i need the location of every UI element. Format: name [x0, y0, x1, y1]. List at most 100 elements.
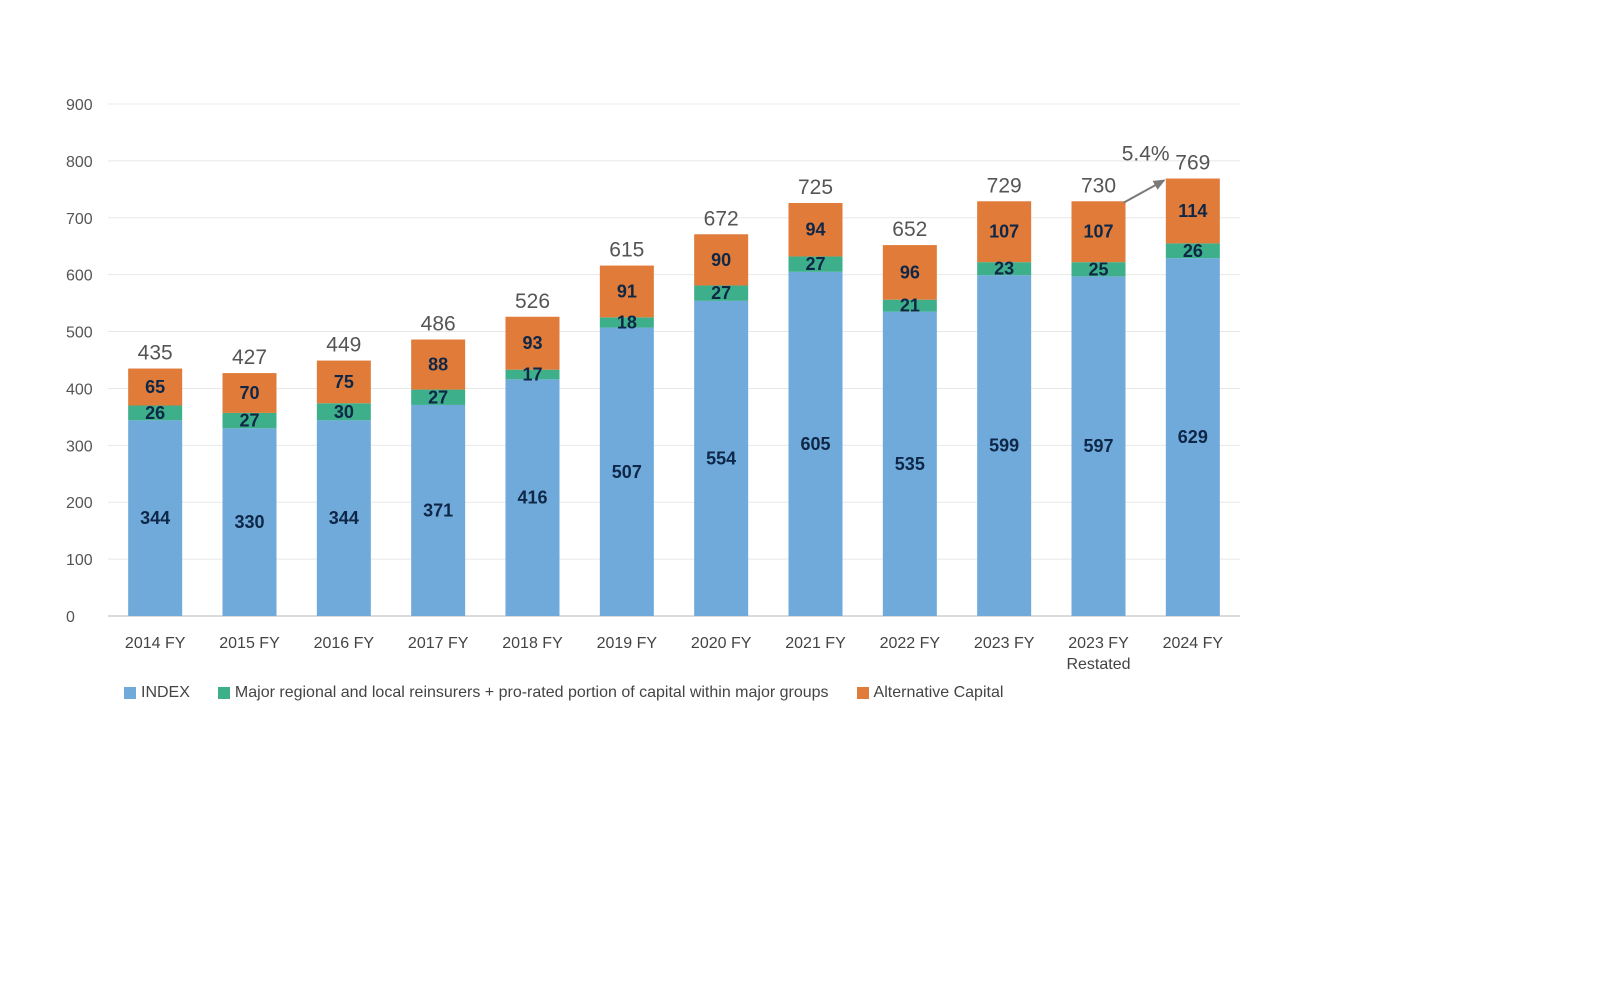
- segment-value-label: 114: [1178, 201, 1207, 221]
- y-tick-label: 900: [66, 97, 93, 114]
- legend: INDEX Major regional and local reinsurer…: [124, 684, 1031, 702]
- legend-label-alternative: Alternative Capital: [873, 684, 1004, 701]
- segment-value-label: 27: [805, 254, 825, 274]
- x-category-label: 2020 FY: [691, 635, 752, 652]
- legend-swatch-index: [124, 687, 136, 699]
- bar-segment-regional: [222, 412, 277, 429]
- segment-value-label: 27: [239, 411, 259, 431]
- segment-value-label: 93: [522, 333, 542, 353]
- x-category-label: Restated: [1066, 656, 1130, 673]
- x-category-label: 2018 FY: [502, 635, 563, 652]
- bar-segment-index: [316, 420, 371, 616]
- segment-value-label: 107: [989, 222, 1019, 242]
- y-axis: 0 100 200 300 400 500 600 700 800 900: [66, 97, 93, 626]
- bar-segment-alternative: [694, 234, 749, 286]
- bar-segment-alternative: [222, 373, 277, 413]
- segment-value-label: 88: [428, 355, 448, 375]
- y-tick-label: 600: [66, 268, 93, 285]
- segment-value-label: 26: [145, 403, 165, 423]
- bar-segment-alternative: [882, 245, 937, 300]
- segment-value-label: 605: [800, 434, 830, 454]
- bar-segment-index: [1071, 276, 1126, 616]
- bar-segment-regional: [694, 285, 749, 301]
- bar-segment-index: [1165, 258, 1220, 616]
- legend-swatch-alternative: [856, 687, 869, 699]
- segment-value-label: 535: [895, 454, 925, 474]
- bar-segment-alternative: [505, 316, 560, 370]
- segment-value-label: 75: [334, 372, 354, 392]
- segment-value-label: 65: [145, 377, 165, 397]
- bar-segment-index: [599, 327, 654, 616]
- bar-segment-alternative: [977, 201, 1032, 263]
- y-tick-label: 200: [66, 495, 93, 512]
- segment-value-label: 371: [423, 500, 453, 520]
- bar-segment-alternative: [411, 339, 466, 390]
- x-category-label: 2016 FY: [314, 635, 375, 652]
- segment-value-label: 599: [989, 436, 1019, 456]
- segment-value-label: 507: [612, 462, 642, 482]
- bar-segment-regional: [411, 389, 466, 405]
- y-tick-label: 400: [66, 381, 93, 398]
- bar-segment-regional: [128, 405, 183, 421]
- segment-value-label: 23: [994, 259, 1014, 279]
- bar-total-label: 526: [515, 290, 550, 313]
- segment-value-label: 18: [617, 312, 637, 332]
- annotations: 5.4%: [1122, 143, 1170, 204]
- bar-segment-regional: [1071, 262, 1126, 277]
- segment-value-label: 17: [522, 365, 542, 385]
- segment-value-label: 107: [1083, 222, 1113, 242]
- bar-segment-alternative: [1071, 201, 1126, 263]
- gridlines: [108, 103, 1240, 617]
- segment-value-label: 25: [1088, 259, 1108, 279]
- legend-swatch-regional: [217, 687, 230, 699]
- segment-value-label: 30: [334, 402, 354, 422]
- legend-label-index: INDEX: [141, 684, 190, 701]
- x-category-label: 2015 FY: [219, 635, 280, 652]
- bar-segment-index: [882, 311, 937, 616]
- x-category-label: 2019 FY: [597, 635, 658, 652]
- y-tick-label: 300: [66, 438, 93, 455]
- legend-item-index: INDEX: [124, 684, 190, 702]
- bar-segment-index: [505, 379, 560, 616]
- segment-value-label: 70: [239, 383, 259, 403]
- x-axis: 2014 FY 2015 FY 2016 FY 2017 FY 2018 FY 2019 …: [125, 635, 1223, 673]
- y-tick-label: 500: [66, 325, 93, 342]
- segment-value-label: 26: [1183, 241, 1203, 261]
- segment-value-label: 330: [234, 512, 264, 532]
- bars: [128, 178, 1220, 616]
- bar-segment-index: [788, 271, 843, 616]
- bar-segment-regional: [977, 262, 1032, 276]
- bar-segment-index: [128, 420, 183, 616]
- x-category-label: 2024 FY: [1163, 635, 1224, 652]
- bar-segment-index: [222, 428, 277, 616]
- growth-arrow: [1123, 179, 1166, 204]
- segment-value-label: 629: [1178, 427, 1208, 447]
- segment-value-label: 91: [617, 281, 637, 301]
- bar-segment-index: [411, 404, 466, 616]
- x-category-label: 2023 FY: [1068, 635, 1129, 652]
- bar-total-label: 427: [232, 346, 267, 369]
- bar-segment-regional: [788, 256, 843, 272]
- x-category-label: 2023 FY: [974, 635, 1035, 652]
- legend-label-regional: Major regional and local reinsurers + pr…: [234, 684, 829, 701]
- bar-segment-alternative: [788, 202, 843, 257]
- bar-segment-regional: [505, 369, 560, 380]
- bar-segment-alternative: [128, 368, 183, 406]
- growth-annotation-label: 5.4%: [1122, 143, 1170, 166]
- x-category-label: 2014 FY: [125, 635, 186, 652]
- x-category-label: 2022 FY: [880, 635, 941, 652]
- segment-value-label: 416: [517, 488, 547, 508]
- bar-total-label: 672: [704, 207, 739, 230]
- bar-total-label: 615: [609, 239, 644, 262]
- bar-total-label: 730: [1081, 174, 1116, 197]
- bar-segment-regional: [1165, 243, 1220, 259]
- segment-value-label: 344: [329, 508, 359, 528]
- y-tick-label: 100: [66, 552, 93, 569]
- segment-value-label: 554: [706, 448, 736, 468]
- legend-item-regional: Major regional and local reinsurers + pr…: [217, 684, 829, 702]
- y-tick-label: 800: [66, 154, 93, 171]
- bar-segment-regional: [882, 299, 937, 312]
- bar-total-label: 486: [421, 313, 456, 336]
- bar-segment-alternative: [316, 360, 371, 404]
